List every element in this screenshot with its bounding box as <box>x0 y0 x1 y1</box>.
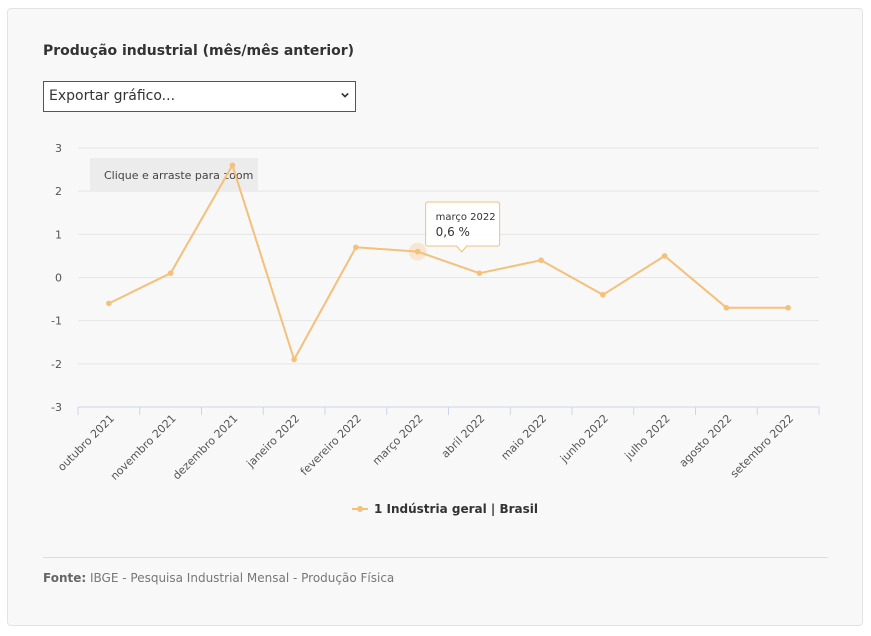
tooltip-label: março 2022 <box>436 212 496 223</box>
x-tick-label: outubro 2021 <box>55 412 117 474</box>
x-tick-label: julho 2022 <box>622 412 673 463</box>
source-label: Fonte: <box>43 571 87 585</box>
y-tick-label: -2 <box>51 358 62 371</box>
x-tick-label: novembro 2021 <box>108 412 179 483</box>
legend-marker-icon <box>357 506 363 512</box>
source-note: Fonte: IBGE - Pesquisa Industrial Mensal… <box>43 571 394 585</box>
legend-item[interactable]: 1 Indústria geral | Brasil <box>374 502 538 516</box>
source-text: IBGE - Pesquisa Industrial Mensal - Prod… <box>86 571 395 585</box>
export-select-value: Exportar gráfico... <box>49 88 176 104</box>
data-point[interactable] <box>106 300 112 307</box>
tooltip-box <box>425 201 501 253</box>
x-tick-label: junho 2022 <box>557 412 611 466</box>
export-chart-select[interactable]: Exportar gráfico... <box>43 81 356 112</box>
x-tick-label: janeiro 2022 <box>243 412 302 471</box>
chevron-down-icon <box>341 92 349 98</box>
y-tick-label: 2 <box>55 185 62 198</box>
data-point[interactable] <box>785 304 791 311</box>
x-tick-label: dezembro 2021 <box>170 412 240 482</box>
x-tick-label: setembro 2022 <box>728 412 796 480</box>
x-tick-label: abril 2022 <box>439 412 488 461</box>
x-tick-label: agosto 2022 <box>677 412 735 470</box>
data-point[interactable] <box>661 253 668 259</box>
y-tick-label: 1 <box>55 228 62 241</box>
data-point[interactable] <box>723 304 730 311</box>
zoom-hint-box <box>90 158 258 191</box>
data-point[interactable] <box>167 270 174 276</box>
y-tick-label: -1 <box>51 315 62 328</box>
chart-title: Produção industrial (mês/mês anterior) <box>43 43 355 59</box>
footer-divider <box>43 557 828 558</box>
x-tick-label: maio 2022 <box>499 412 550 463</box>
data-point[interactable] <box>229 162 236 169</box>
data-point[interactable] <box>414 248 421 255</box>
y-tick-label: 0 <box>55 272 62 285</box>
x-tick-label: fevereiro 2022 <box>298 412 364 478</box>
data-point[interactable] <box>600 291 606 298</box>
data-point[interactable] <box>291 356 297 363</box>
tooltip-value: 0,6 % <box>436 225 470 239</box>
zoom-hint-text: Clique e arraste para zoom <box>104 169 253 182</box>
y-tick-label: 3 <box>55 142 62 155</box>
data-point[interactable] <box>476 270 483 276</box>
data-point[interactable] <box>353 244 359 251</box>
y-tick-label: -3 <box>51 401 62 414</box>
series-line <box>108 164 789 361</box>
x-tick-label: março 2022 <box>370 412 426 468</box>
data-point[interactable] <box>538 257 544 264</box>
